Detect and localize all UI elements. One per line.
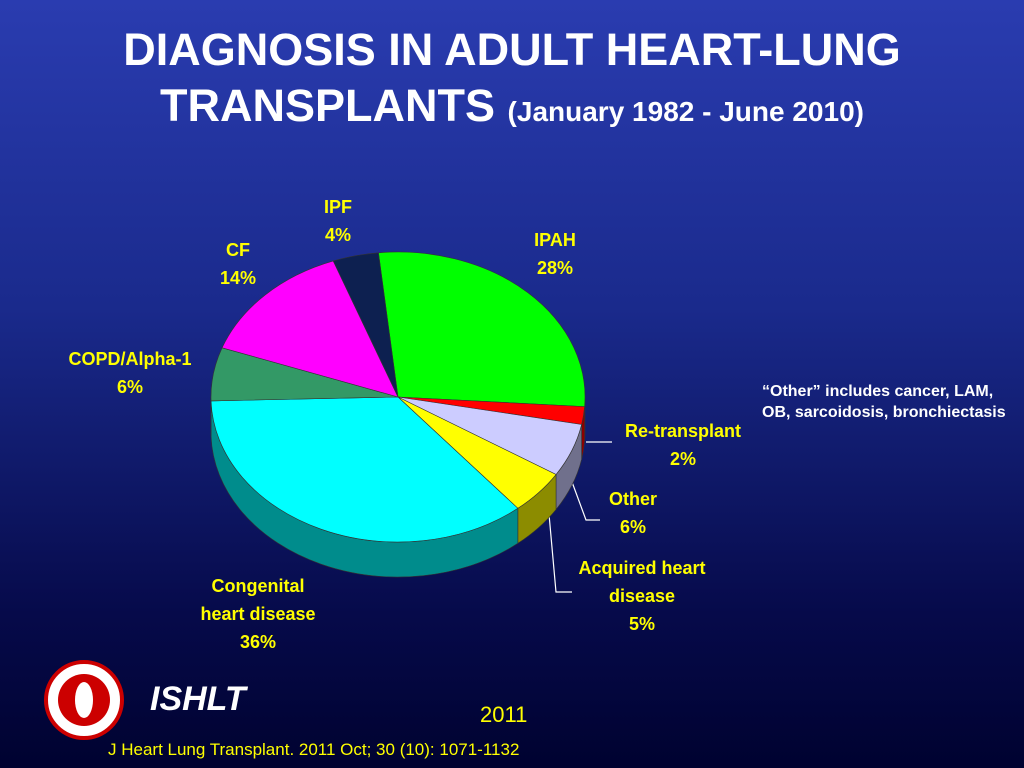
pie [210, 251, 586, 578]
slice-label: Re-transplant 2% [625, 417, 741, 473]
slice-label: Other 6% [609, 485, 657, 541]
slice [332, 252, 399, 398]
slice [378, 251, 586, 407]
title-text: DIAGNOSIS IN ADULT HEART-LUNG TRANSPLANT… [123, 24, 901, 131]
year: 2011 [480, 702, 528, 727]
subtitle: (January 1982 - June 2010) [507, 96, 864, 127]
slice-label: IPF 4% [324, 193, 352, 249]
slice-name: Re-transplant [624, 421, 742, 441]
slice-value: 36% [239, 632, 277, 652]
citation: J Heart Lung Transplant. 2011 Oct; 30 (1… [108, 740, 520, 759]
slice-value: 6% [116, 377, 144, 397]
slice-value: 14% [219, 268, 257, 288]
slice-value: 28% [536, 258, 574, 278]
logo [44, 660, 124, 740]
slice-value: 6% [619, 517, 647, 537]
slice [221, 260, 399, 398]
slice-name: IPAH [534, 230, 576, 250]
note: “Other” includes cancer, LAM, OB, sarcoi… [762, 383, 1006, 421]
leader-lines [547, 441, 612, 593]
slice-name: IPF [323, 197, 353, 217]
slice-label: IPAH 28% [534, 226, 576, 282]
slice-value: 5% [628, 614, 655, 634]
slice-name: Other [608, 489, 658, 509]
slice-value: 2% [669, 449, 697, 469]
slice-label: Congenital heart disease 36% [188, 572, 328, 656]
slice-name: COPD/Alpha-1 [68, 349, 192, 369]
brand: ISHLT [150, 680, 246, 718]
slice-value: 4% [324, 225, 352, 245]
slice-label: CF 14% [220, 236, 256, 292]
slice-label: COPD/Alpha-1 6% [68, 345, 191, 401]
slice [210, 396, 519, 543]
slice-name: Congenital heart disease [200, 576, 316, 624]
slice-name: Acquired heart disease [578, 558, 706, 606]
slice-label: Acquired heart disease 5% [578, 554, 706, 638]
slice-name: CF [226, 240, 250, 260]
title: DIAGNOSIS IN ADULT HEART-LUNG TRANSPLANT… [62, 22, 962, 140]
